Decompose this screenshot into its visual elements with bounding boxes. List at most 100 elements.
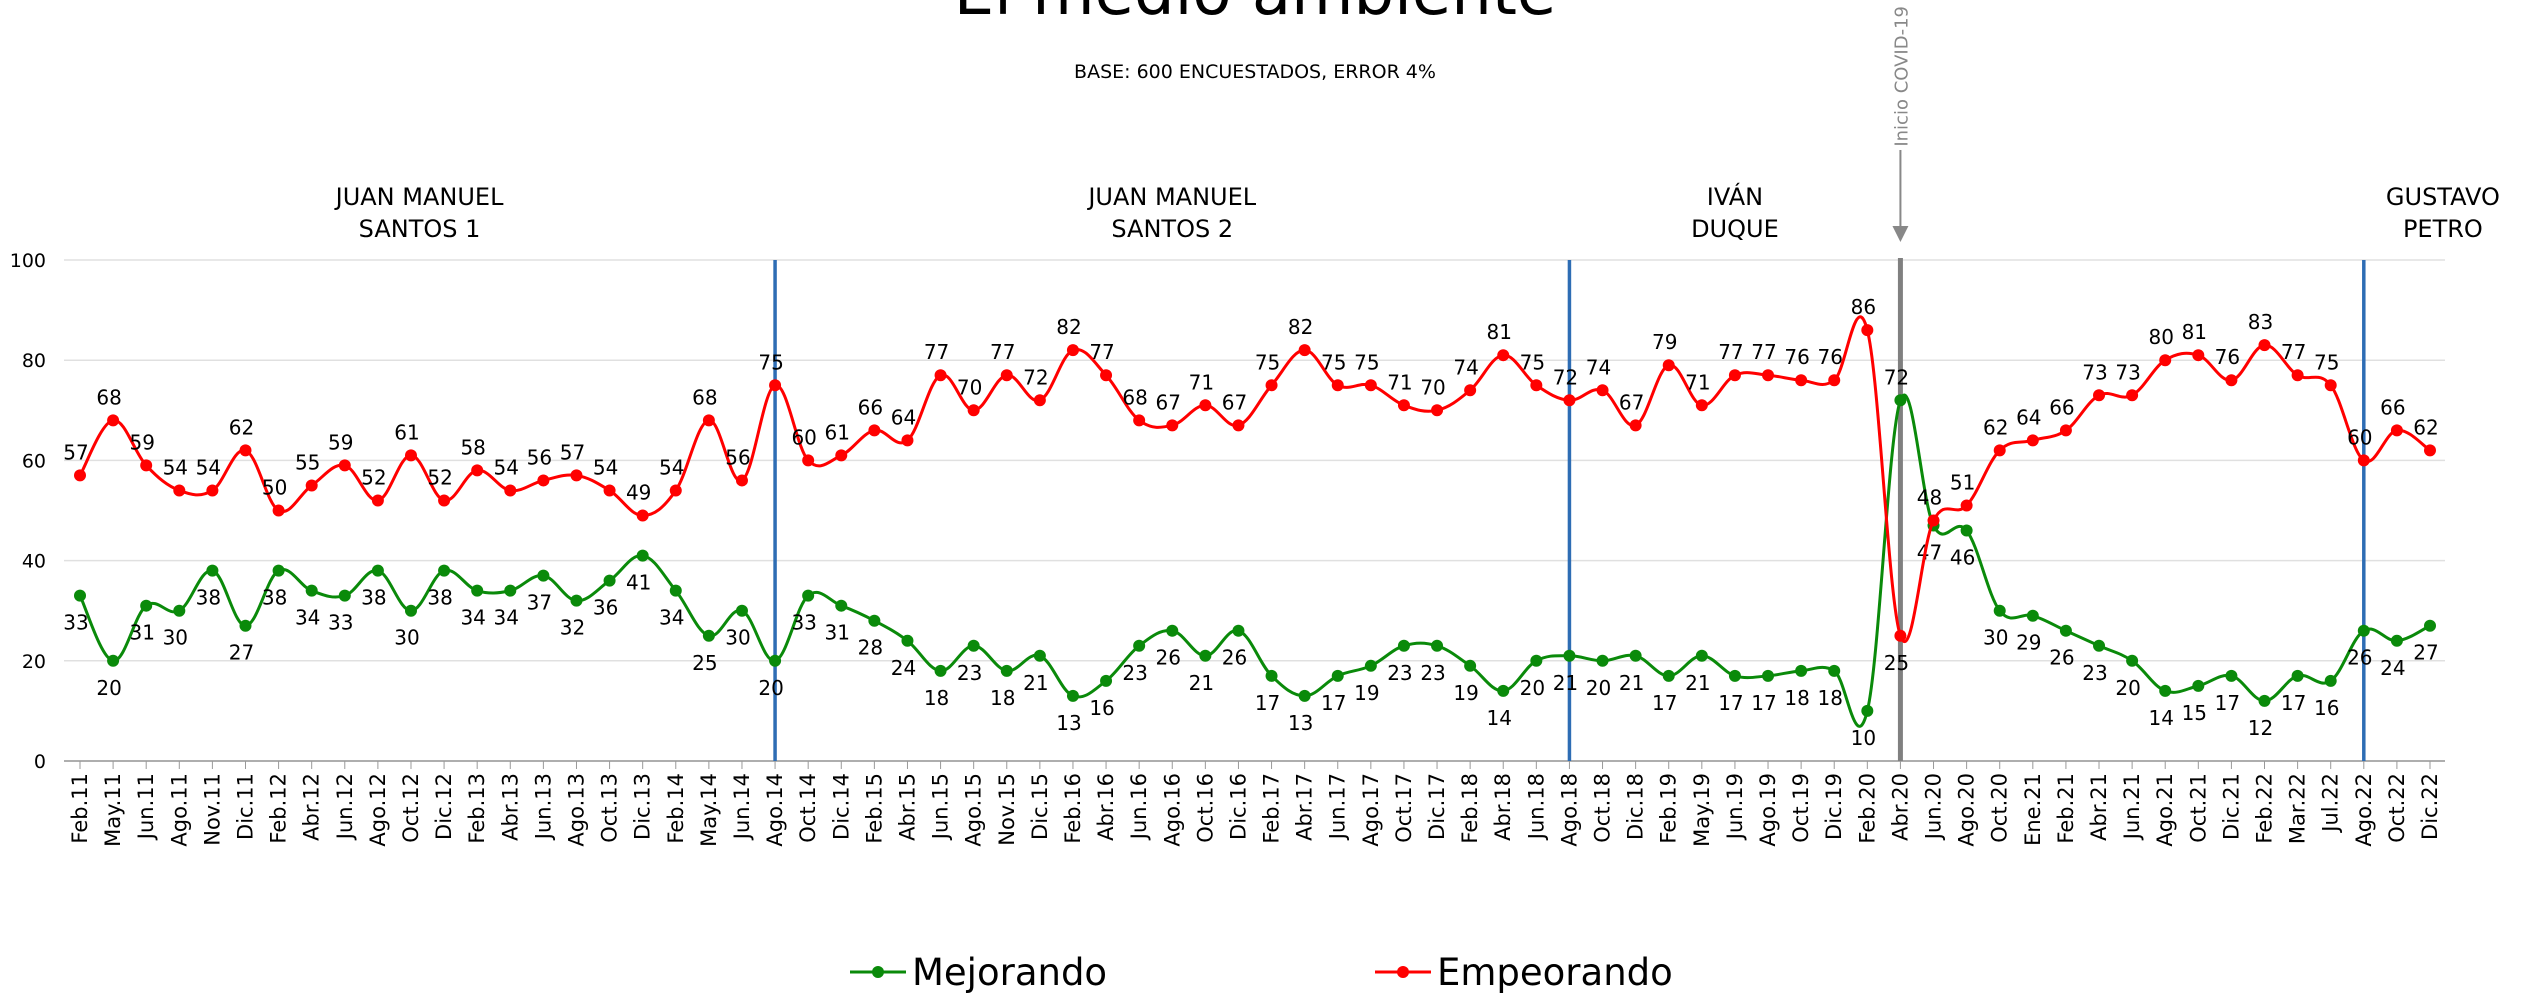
data-point <box>1133 414 1146 427</box>
data-label: 60 <box>2347 425 2372 449</box>
data-point <box>1695 649 1708 662</box>
data-label: 76 <box>1784 345 1809 369</box>
data-label: 76 <box>2215 345 2240 369</box>
data-point <box>471 584 484 597</box>
data-point <box>2424 619 2436 632</box>
data-label: 12 <box>2248 716 2273 740</box>
data-label: 24 <box>2380 656 2405 680</box>
data-label: 17 <box>2215 691 2240 715</box>
data-point <box>868 424 881 437</box>
data-point <box>1728 669 1741 682</box>
data-label: 34 <box>460 606 485 630</box>
data-label: 13 <box>1056 711 1081 735</box>
data-point <box>1298 344 1311 357</box>
data-label: 26 <box>2347 646 2372 670</box>
data-label: 21 <box>1685 671 1710 695</box>
data-point <box>173 604 186 617</box>
data-label: 17 <box>1718 691 1743 715</box>
data-point <box>338 459 351 472</box>
x-tick-label: Jun.14 <box>730 773 754 841</box>
data-label: 26 <box>1222 646 1247 670</box>
data-point <box>1530 379 1543 392</box>
data-label: 15 <box>2182 701 2207 725</box>
x-tick-label: Nov.15 <box>995 773 1019 846</box>
data-point <box>371 494 384 507</box>
data-label: 37 <box>527 591 552 615</box>
data-point <box>404 449 417 462</box>
data-point <box>1100 674 1113 687</box>
data-point <box>835 449 848 462</box>
data-point <box>1894 629 1907 642</box>
x-tick-label: Jun.12 <box>333 773 357 841</box>
data-point <box>2159 354 2172 367</box>
data-label: 73 <box>2115 360 2140 384</box>
x-tick-label: Abr.18 <box>1491 773 1515 841</box>
data-label: 33 <box>791 611 816 635</box>
data-label: 71 <box>1387 370 1412 394</box>
data-label: 33 <box>328 611 353 635</box>
data-point <box>371 564 384 577</box>
x-tick-label: Jul.22 <box>2319 773 2343 834</box>
data-point <box>2424 444 2436 457</box>
x-tick-label: Jun.17 <box>1326 773 1350 841</box>
x-tick-label: Oct.13 <box>598 773 622 843</box>
x-tick-label: Jun.19 <box>1723 773 1747 841</box>
x-tick-label: Abr.15 <box>895 773 919 841</box>
data-label: 77 <box>924 340 949 364</box>
data-label: 62 <box>1983 415 2008 439</box>
period-label: DUQUE <box>1691 215 1779 243</box>
data-label: 23 <box>1122 661 1147 685</box>
data-label: 61 <box>394 420 419 444</box>
data-label: 73 <box>2082 360 2107 384</box>
data-point <box>1762 369 1775 382</box>
data-label: 24 <box>891 656 916 680</box>
data-label: 17 <box>1321 691 1346 715</box>
data-label: 19 <box>1453 681 1478 705</box>
data-label: 66 <box>2380 395 2405 419</box>
data-label: 67 <box>1619 390 1644 414</box>
data-point <box>702 629 715 642</box>
data-point <box>107 654 120 667</box>
x-tick-label: Feb.17 <box>1260 773 1284 844</box>
x-tick-label: May.19 <box>1690 773 1714 847</box>
data-label: 68 <box>1122 385 1147 409</box>
data-point <box>206 564 219 577</box>
x-tick-label: Feb.21 <box>2054 773 2078 844</box>
data-point <box>1364 659 1377 672</box>
x-tick-label: Dic.21 <box>2219 773 2243 840</box>
period-label: SANTOS 1 <box>359 215 481 243</box>
data-label: 52 <box>427 465 452 489</box>
data-label: 47 <box>1917 541 1942 565</box>
data-point <box>140 459 153 472</box>
x-tick-label: Dic.14 <box>829 773 853 840</box>
data-point <box>1828 374 1841 387</box>
data-label: 71 <box>1189 370 1214 394</box>
x-tick-label: Abr.20 <box>1888 773 1912 841</box>
data-point <box>239 619 252 632</box>
data-point <box>2357 454 2370 467</box>
data-point <box>504 484 517 497</box>
x-tick-label: Dic.17 <box>1425 773 1449 840</box>
data-point <box>2192 679 2205 692</box>
annotation-arrowhead <box>1892 226 1909 242</box>
data-label: 21 <box>1189 671 1214 695</box>
data-label: 81 <box>2182 320 2207 344</box>
data-label: 23 <box>1420 661 1445 685</box>
data-label: 30 <box>1983 626 2008 650</box>
data-point <box>967 404 980 417</box>
data-label: 38 <box>196 586 221 610</box>
data-point <box>636 549 649 562</box>
data-point <box>2059 424 2072 437</box>
x-tick-label: Oct.16 <box>1193 773 1217 843</box>
data-label: 20 <box>1586 676 1611 700</box>
data-point <box>2258 339 2271 352</box>
data-point <box>835 599 848 612</box>
data-label: 54 <box>163 455 188 479</box>
x-tick-label: Ago.13 <box>564 773 588 847</box>
data-label: 23 <box>1387 661 1412 685</box>
data-point <box>603 484 616 497</box>
data-label: 82 <box>1288 315 1313 339</box>
data-label: 38 <box>427 586 452 610</box>
data-label: 54 <box>593 455 618 479</box>
